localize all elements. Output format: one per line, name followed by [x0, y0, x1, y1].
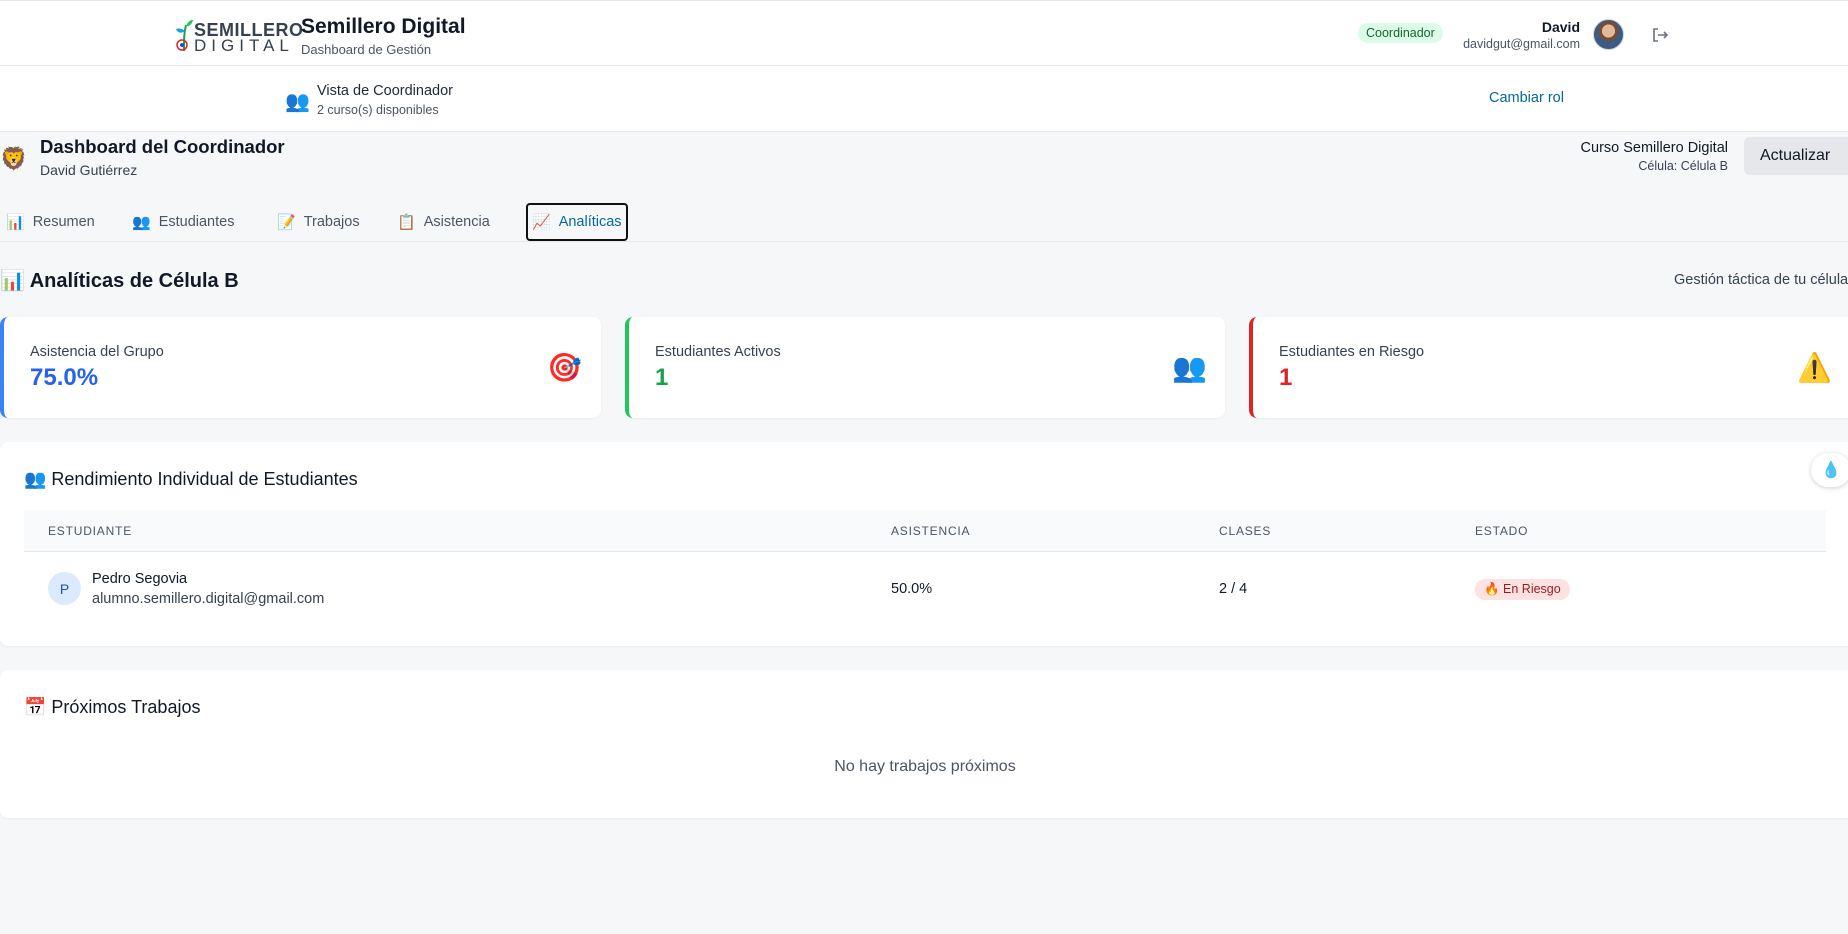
- bar-chart-icon: 📊: [6, 214, 25, 231]
- role-bar: 👥 Vista de Coordinador 2 curso(s) dispon…: [0, 66, 1848, 132]
- people-icon: 👥: [1172, 352, 1207, 383]
- app-subtitle: Dashboard de Gestión: [301, 42, 432, 57]
- tab-label: Estudiantes: [158, 214, 235, 230]
- column-header: ASISTENCIA: [891, 524, 971, 538]
- lion-icon: 🦁: [0, 146, 28, 171]
- logo-text-line1: SEMILLERO: [194, 20, 304, 40]
- tab-label: Trabajos: [303, 214, 360, 230]
- section-title: 📅 Próximos Trabajos: [24, 697, 201, 717]
- empty-state-message: No hay trabajos próximos: [834, 758, 1016, 775]
- student-email: alumno.semillero.digital@gmail.com: [92, 591, 325, 607]
- target-icon: 🎯: [547, 352, 582, 383]
- user-name: David: [1541, 19, 1580, 35]
- analytics-subtitle: Gestión táctica de tu célula: [1674, 272, 1848, 288]
- coordinator-name: David Gutiérrez: [40, 162, 138, 178]
- tab-label: Asistencia: [423, 214, 490, 230]
- stat-card-attendance: Asistencia del Grupo 75.0% 🎯: [0, 317, 601, 418]
- warning-icon: ⚠️: [1797, 352, 1832, 383]
- stat-label: Estudiantes Activos: [655, 344, 781, 360]
- tab-label: Resumen: [32, 214, 95, 230]
- change-role-link[interactable]: Cambiar rol: [1489, 90, 1564, 106]
- course-cell: Célula: Célula B: [1638, 159, 1728, 173]
- analytics-title: 📊 Analíticas de Célula B: [0, 270, 239, 292]
- tab-trabajos[interactable]: 📝 Trabajos: [273, 203, 364, 241]
- stat-card-risk: Estudiantes en Riesgo 1 ⚠️: [1249, 317, 1848, 418]
- stat-card-active: Estudiantes Activos 1 👥: [625, 317, 1225, 418]
- table-row[interactable]: P Pedro Segovia alumno.semillero.digital…: [24, 552, 1826, 628]
- student-attendance: 50.0%: [891, 581, 933, 597]
- memo-icon: 📝: [277, 214, 296, 231]
- tab-resumen[interactable]: 📊 Resumen: [2, 203, 99, 241]
- column-header: ESTADO: [1475, 524, 1529, 538]
- refresh-button[interactable]: Actualizar: [1744, 137, 1848, 175]
- column-header: ESTUDIANTE: [48, 524, 133, 538]
- role-view-title: Vista de Coordinador: [317, 83, 453, 99]
- tab-analiticas[interactable]: 📈 Analíticas: [526, 203, 628, 241]
- chart-increasing-icon: 📈: [532, 214, 551, 231]
- tab-asistencia[interactable]: 📋 Asistencia: [393, 203, 494, 241]
- page-title: Dashboard del Coordinador: [40, 136, 285, 157]
- student-name: Pedro Segovia: [92, 571, 188, 587]
- logo-text-line2: DIGITAL: [194, 36, 294, 55]
- upcoming-work-panel: 📅 Próximos Trabajos No hay trabajos próx…: [0, 670, 1848, 818]
- role-view-subtitle: 2 curso(s) disponibles: [317, 103, 439, 117]
- people-icon: 👥: [285, 91, 310, 113]
- clipboard-icon: 📋: [397, 214, 416, 231]
- stat-label: Asistencia del Grupo: [30, 344, 164, 360]
- logout-icon[interactable]: [1650, 25, 1670, 45]
- tab-estudiantes[interactable]: 👥 Estudiantes: [128, 203, 238, 241]
- user-email: davidgut@gmail.com: [1463, 37, 1580, 51]
- status-badge: 🔥 En Riesgo: [1475, 579, 1570, 600]
- droplet-icon[interactable]: 💧: [1811, 453, 1848, 487]
- role-badge: Coordinador: [1358, 23, 1443, 43]
- tab-bar: 📊 Resumen 👥 Estudiantes 📝 Trabajos 📋 Asi…: [0, 199, 1848, 242]
- table-header: ESTUDIANTE ASISTENCIA CLASES ESTADO: [24, 510, 1826, 552]
- people-icon: 👥: [132, 214, 151, 231]
- student-performance-panel: 👥 Rendimiento Individual de Estudiantes …: [0, 442, 1848, 646]
- stat-value: 1: [1279, 364, 1293, 391]
- tab-label: Analíticas: [558, 214, 622, 230]
- stat-value: 1: [655, 364, 669, 391]
- stat-value: 75.0%: [30, 364, 99, 391]
- sprout-icon: [176, 19, 193, 52]
- user-avatar[interactable]: [1593, 19, 1624, 50]
- app-header: SEMILLERO DIGITAL Semillero Digital Dash…: [0, 0, 1848, 66]
- app-title: Semillero Digital: [301, 15, 466, 38]
- stat-label: Estudiantes en Riesgo: [1279, 344, 1425, 360]
- semillero-logo[interactable]: SEMILLERO DIGITAL: [172, 15, 303, 55]
- section-title: 👥 Rendimiento Individual de Estudiantes: [24, 469, 358, 489]
- student-classes: 2 / 4: [1219, 581, 1248, 597]
- column-header: CLASES: [1219, 524, 1272, 538]
- course-name: Curso Semillero Digital: [1580, 140, 1728, 156]
- student-avatar: P: [48, 572, 81, 605]
